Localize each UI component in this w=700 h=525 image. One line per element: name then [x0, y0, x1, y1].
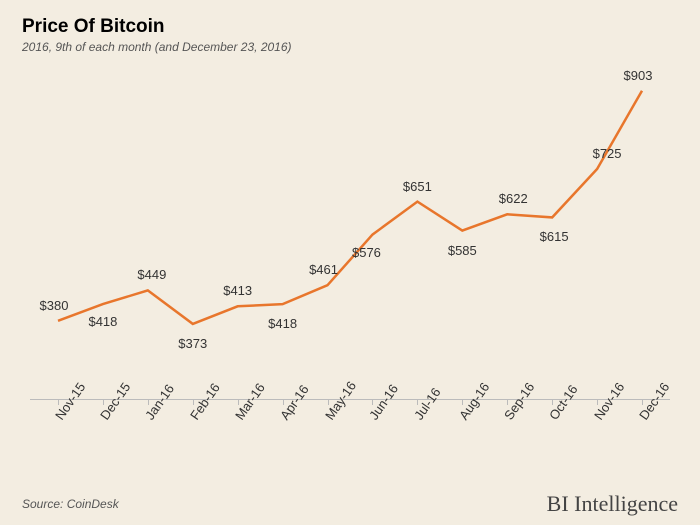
data-label: $418: [88, 314, 117, 329]
source-text: Source: CoinDesk: [22, 497, 119, 511]
data-label: $615: [540, 229, 569, 244]
data-label: $461: [309, 262, 338, 277]
data-label: $418: [268, 316, 297, 331]
data-label: $373: [178, 336, 207, 351]
brand-logo: BI Intelligence: [547, 491, 678, 517]
data-label: $380: [40, 298, 69, 313]
plot-area: $380 $418 $449 $373 $413 $418 $461 $576 $651 $585…: [30, 70, 670, 400]
line-chart: $380 $418 $449 $373 $413 $418 $461 $576 $651 $585…: [30, 70, 670, 460]
data-label: $413: [223, 283, 252, 298]
data-label: $903: [624, 68, 653, 83]
price-line: [58, 91, 642, 324]
data-label: $449: [137, 267, 166, 282]
chart-title: Price Of Bitcoin: [22, 16, 165, 38]
data-label: $651: [403, 179, 432, 194]
data-label: $576: [352, 245, 381, 260]
data-label: $622: [499, 191, 528, 206]
data-label: $725: [593, 146, 622, 161]
chart-subtitle: 2016, 9th of each month (and December 23…: [22, 40, 292, 54]
data-label: $585: [448, 243, 477, 258]
line-path-svg: [30, 70, 670, 400]
